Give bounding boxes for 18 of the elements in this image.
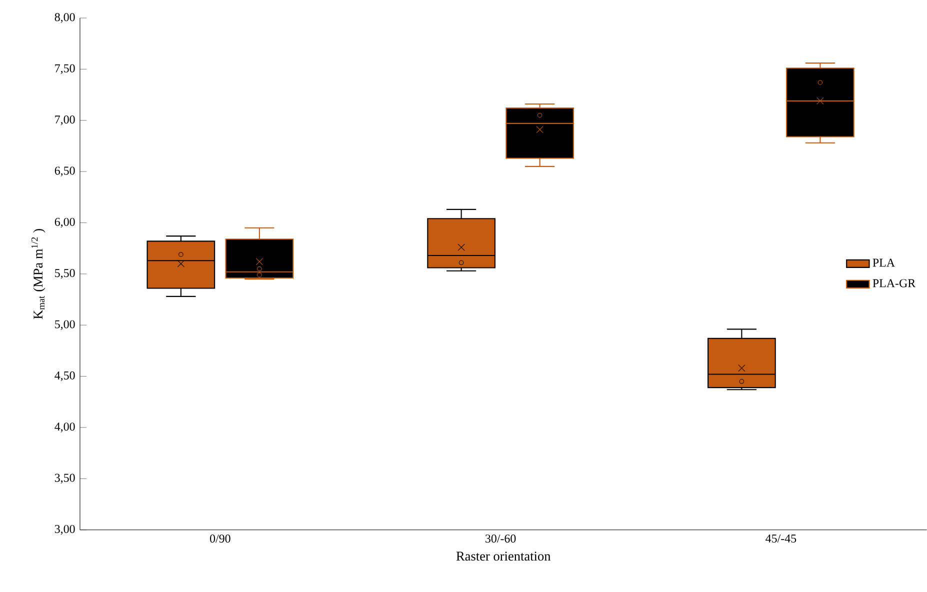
- y-tick-label: 7,00: [55, 116, 75, 126]
- x-tick-label: 0/90: [210, 534, 230, 543]
- x-axis-title: Raster orientation: [456, 552, 551, 561]
- y-tick-label: 8,00: [54, 13, 75, 23]
- x-tick-label: 45/-45: [766, 534, 796, 543]
- x-tick-label: 30/-60: [486, 534, 516, 543]
- y-tick-label: 4,00: [54, 422, 75, 432]
- y-tick-label: 5,00: [55, 320, 75, 330]
- y-tick-label: 3,50: [54, 474, 75, 484]
- y-tick-label: 5,50: [55, 269, 75, 279]
- legend-label: PLA-GR: [872, 279, 916, 288]
- y-tick-label: 6,00: [54, 218, 75, 228]
- y-tick-label: 7,50: [55, 64, 75, 74]
- y-axis-title: K$_{mat}$ (MPa m$^{1/2}$ ): [31, 229, 46, 320]
- y-tick-label: 6,50: [54, 166, 75, 177]
- y-tick-label: 4,50: [54, 371, 75, 382]
- y-tick-label: 3,00: [54, 525, 75, 535]
- legend-label: PLA: [872, 258, 895, 267]
